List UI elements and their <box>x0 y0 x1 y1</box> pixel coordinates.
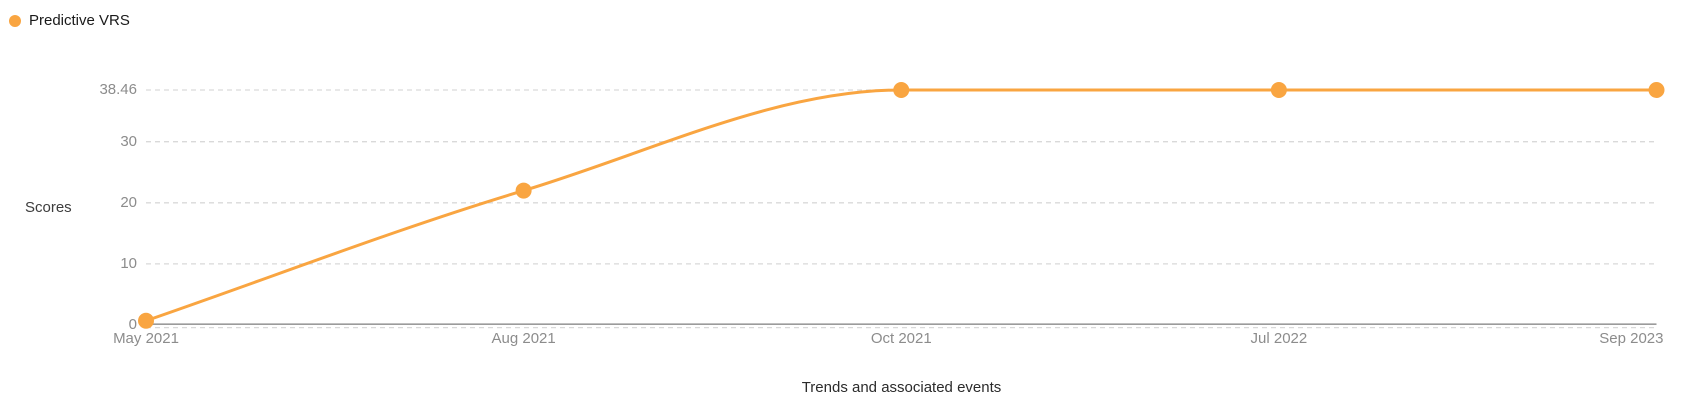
y-axis-title: Scores <box>25 199 72 216</box>
data-point-marker[interactable] <box>893 82 910 98</box>
x-tick-label: Jul 2022 <box>1250 330 1308 347</box>
series-line <box>144 88 1658 323</box>
data-point-marker[interactable] <box>515 182 532 199</box>
y-tick-label: 20 <box>120 193 137 211</box>
y-tick-label: 10 <box>120 254 137 272</box>
legend: Predictive VRS <box>9 12 130 29</box>
y-tick-label: 38.46 <box>99 81 137 98</box>
data-point-marker[interactable] <box>1648 82 1665 98</box>
y-tick-label: 30 <box>120 132 137 150</box>
x-tick-label: Oct 2021 <box>870 330 932 347</box>
x-tick-label: Aug 2021 <box>491 330 556 347</box>
legend-item-predictive-vrs[interactable]: Predictive VRS <box>9 12 130 29</box>
x-axis-title: Trends and associated events <box>801 379 1002 396</box>
legend-item-label: Predictive VRS <box>29 12 130 29</box>
legend-marker-icon <box>9 14 21 27</box>
data-point-marker[interactable] <box>138 312 154 329</box>
x-tick-label: Sep 2023 <box>1599 330 1664 347</box>
data-point-marker[interactable] <box>1270 82 1287 98</box>
x-tick-label: May 2021 <box>113 330 179 347</box>
y-tick-label: 0 <box>128 316 137 333</box>
